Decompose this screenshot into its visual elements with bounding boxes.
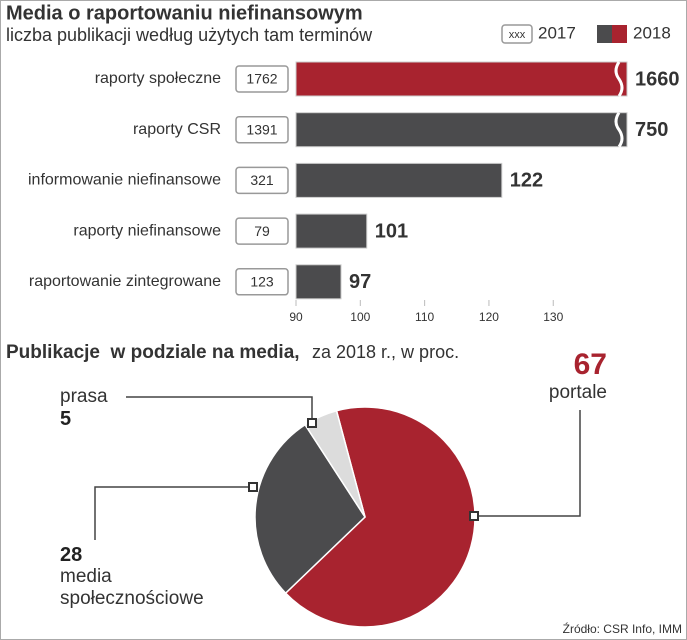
category-label: raporty niefinansowe (73, 222, 221, 239)
value-label-2017: 1391 (246, 121, 277, 137)
bar (295, 213, 368, 249)
pie-slice (304, 409, 366, 518)
source: Źródło: CSR Info, IMM (563, 621, 682, 636)
category-label: raporty CSR (133, 121, 221, 138)
leader-marker (248, 482, 258, 492)
legend-label: 2017 (538, 23, 576, 42)
x-tick-label: 130 (543, 310, 563, 324)
value-label: 750 (635, 119, 668, 141)
bar (295, 264, 342, 300)
slice-label: 67 portale (549, 348, 607, 404)
bar (295, 162, 503, 198)
leader-marker (307, 418, 317, 428)
chart-subtitle: liczba publikacji według użytych tam ter… (6, 25, 373, 45)
chart-title: Media o raportowaniu niefinansowym (6, 2, 363, 24)
x-tick-label: 120 (479, 310, 499, 324)
chart-subtitle: za 2018 r., w proc. (312, 342, 459, 362)
category-label: media społecznościowe (60, 566, 204, 609)
leader-line (126, 396, 313, 423)
x-tick-label: 100 (350, 310, 370, 324)
legend-swatch (597, 25, 612, 43)
value-box (235, 268, 289, 296)
value-label: 67 (573, 348, 607, 381)
value-label: 5 (60, 408, 72, 430)
category-label: portale (548, 382, 607, 403)
value-label-2017: 123 (250, 274, 274, 290)
value-label: 122 (510, 170, 543, 192)
category-label: informowanie niefinansowe (28, 172, 221, 189)
legend-sample: xxx (509, 29, 526, 41)
value-label: 97 (349, 271, 371, 293)
value-box (235, 65, 289, 93)
category-label: raporty społeczne (95, 70, 221, 87)
category-label: raportowanie zintegrowane (29, 273, 221, 290)
bar (295, 61, 628, 97)
value-label-2017: 79 (254, 223, 270, 239)
pie-slice (254, 423, 366, 595)
leader-line (474, 410, 581, 517)
value-label-2017: 321 (250, 172, 274, 188)
bar (295, 112, 628, 148)
value-box (235, 217, 289, 245)
legend-swatch (501, 24, 533, 44)
value-box (235, 166, 289, 195)
x-tick-label: 110 (415, 310, 434, 324)
axis-break (614, 111, 624, 148)
value-label: 1660 (635, 68, 680, 90)
value-label: 101 (375, 220, 408, 242)
slice-label: 28 media społecznościowe (60, 544, 220, 610)
value-label-2017: 1762 (246, 71, 277, 87)
chart-title: Publikacje w podziale na media, (6, 342, 300, 363)
slice-label: prasa 5 (60, 386, 108, 430)
leader-marker (469, 511, 479, 521)
axis-break (614, 61, 624, 97)
leader-line (94, 486, 253, 540)
value-label: 28 (60, 544, 83, 566)
legend-swatch (612, 25, 627, 43)
category-label: prasa (60, 386, 108, 407)
x-tick-label: 90 (289, 310, 303, 324)
value-box (235, 115, 289, 144)
pie-slice (284, 406, 476, 628)
legend-label: 2018 (633, 23, 671, 42)
